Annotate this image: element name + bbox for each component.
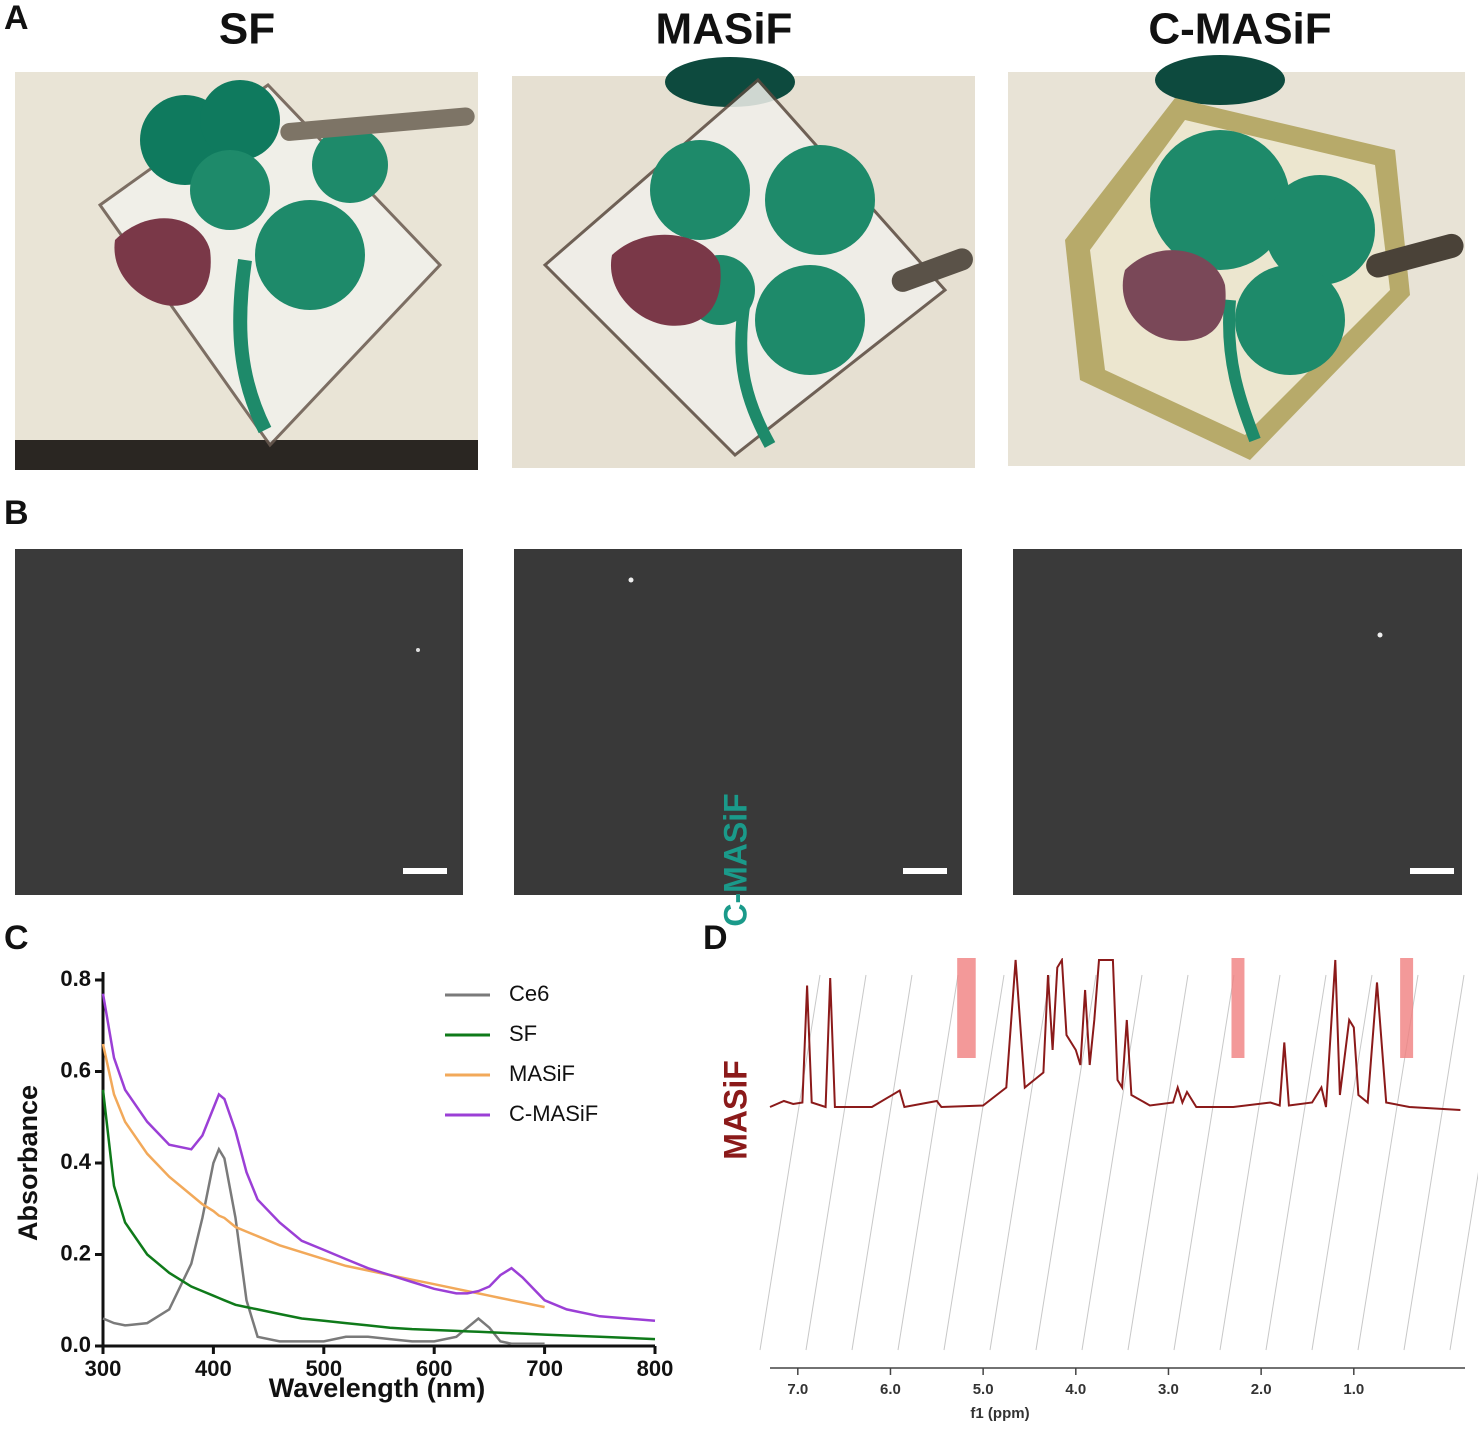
x-tick-label: 800	[637, 1356, 674, 1381]
x-tick-label: 1.0	[1343, 1381, 1364, 1398]
decor-line	[897, 974, 959, 1351]
y-tick-label: 0.8	[60, 966, 91, 991]
x-tick-label: 3.0	[1158, 1381, 1179, 1398]
decor-line	[805, 974, 867, 1351]
legend-label: C-MASiF	[509, 1101, 598, 1126]
photo	[512, 57, 975, 468]
x-tick-label: 700	[526, 1356, 563, 1381]
decor-line	[1311, 974, 1373, 1351]
x-tick-label: 2.0	[1251, 1381, 1272, 1398]
data-line	[101, 1089, 656, 1341]
panel-label: B	[4, 494, 29, 532]
x-tick-label: 400	[195, 1356, 232, 1381]
decor-line	[1035, 974, 1097, 1351]
x-tick-label: 5.0	[973, 1381, 994, 1398]
decor-line	[943, 974, 1005, 1351]
sem-image	[1013, 549, 1462, 895]
panel-label: A	[4, 0, 29, 37]
panel-label: D	[703, 919, 728, 957]
spectrum-line	[769, 958, 1461, 1111]
x-tick-label: 500	[305, 1356, 342, 1381]
decor-line	[759, 974, 821, 1351]
decor-line	[1127, 974, 1189, 1351]
decor-line	[1081, 974, 1143, 1351]
photo	[15, 72, 478, 470]
photo-title: SF	[219, 5, 275, 54]
x-tick-label: 7.0	[787, 1381, 808, 1398]
data-line	[101, 993, 656, 1323]
y-axis-title: Absorbance	[13, 1085, 43, 1241]
decor-line	[1449, 1171, 1478, 1351]
series-label: MASiF	[717, 1060, 753, 1160]
decor-line	[1173, 974, 1235, 1351]
y-tick-label: 0.6	[60, 1057, 91, 1082]
photo-title: MASiF	[656, 5, 793, 54]
y-tick-label: 0.2	[60, 1240, 91, 1265]
panel-label: C	[4, 919, 29, 957]
highlight-band	[957, 958, 976, 1058]
sem-image	[15, 549, 463, 895]
x-tick-label: 4.0	[1065, 1381, 1086, 1398]
x-axis-title: f1 (ppm)	[970, 1405, 1029, 1422]
x-tick-label: 600	[416, 1356, 453, 1381]
decor-line	[989, 974, 1051, 1351]
decor-line	[1219, 974, 1281, 1351]
highlight-band	[1400, 958, 1414, 1058]
decor-line	[851, 974, 913, 1351]
decor-line	[1265, 974, 1327, 1351]
decor-line	[1403, 974, 1465, 1351]
series-label: C-MASiF	[717, 793, 753, 926]
x-tick-label: 300	[85, 1356, 122, 1381]
photo	[1008, 55, 1465, 466]
data-line	[102, 1146, 545, 1345]
legend-label: SF	[509, 1021, 537, 1046]
photo-title: C-MASiF	[1148, 5, 1331, 54]
sem-image	[514, 549, 962, 895]
y-tick-label: 0.0	[60, 1332, 91, 1357]
x-axis-title: Wavelength (nm)	[269, 1373, 486, 1403]
highlight-band	[1231, 958, 1245, 1058]
spectra	[769, 958, 1461, 1111]
legend-label: Ce6	[509, 981, 549, 1006]
legend-label: MASiF	[509, 1061, 575, 1086]
data-line	[101, 1043, 545, 1309]
y-tick-label: 0.4	[60, 1149, 91, 1174]
x-tick-label: 6.0	[880, 1381, 901, 1398]
